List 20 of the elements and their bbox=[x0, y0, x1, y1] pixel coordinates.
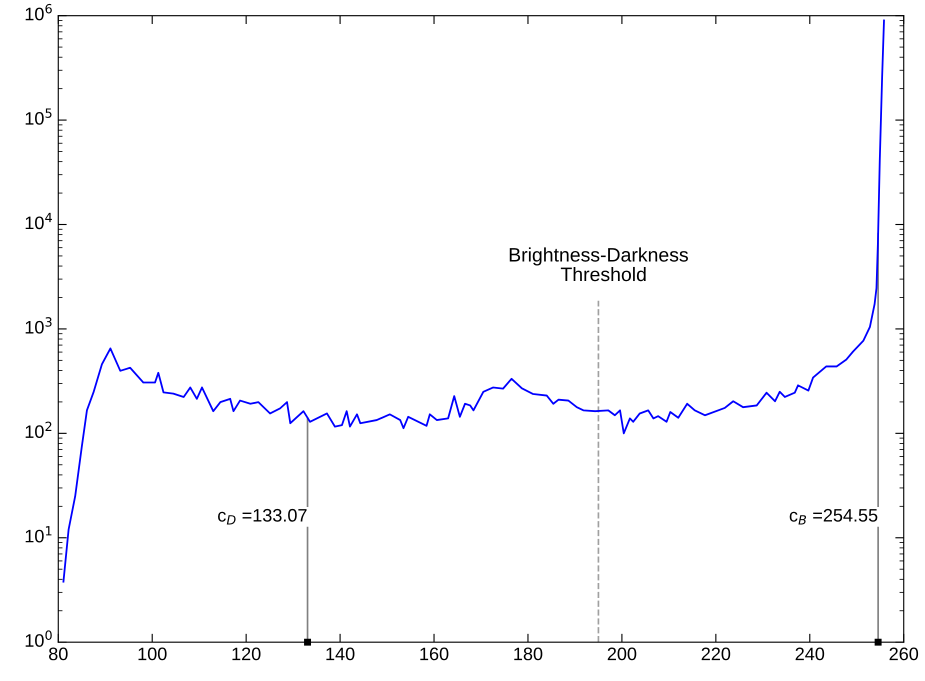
y-tick-label: 10$^{1}$ bbox=[26, 526, 52, 542]
x-tick-label: 200 bbox=[608, 648, 636, 660]
x-tick-label: 80 bbox=[49, 648, 68, 660]
x-tick-label: 180 bbox=[514, 648, 542, 660]
x-tick-label: 140 bbox=[326, 648, 354, 660]
x-tick-label: 100 bbox=[138, 648, 167, 660]
y-tick-label: 10$^{6}$ bbox=[26, 4, 52, 20]
y-tick-label: 10$^{4}$ bbox=[26, 212, 52, 230]
x-tick-label: 240 bbox=[796, 648, 824, 660]
y-tick-label: 10$^{0}$ bbox=[26, 630, 52, 647]
x-tick-label: 220 bbox=[702, 648, 730, 660]
x-tick-label: 120 bbox=[232, 648, 261, 660]
x-tick-label: 160 bbox=[420, 648, 448, 660]
ref-line-label: c$_{D}$ =133.07 bbox=[218, 508, 307, 524]
x-tick-label: 260 bbox=[890, 648, 918, 660]
y-tick-label: 10$^{3}$ bbox=[26, 317, 52, 334]
ref-line-label: c$_{B}$ =254.55 bbox=[790, 508, 878, 524]
ref-line-label: Brightness-Darkness Threshold bbox=[510, 247, 688, 282]
y-tick-label: 10$^{5}$ bbox=[26, 108, 52, 125]
y-tick-label: 10$^{2}$ bbox=[26, 422, 52, 438]
